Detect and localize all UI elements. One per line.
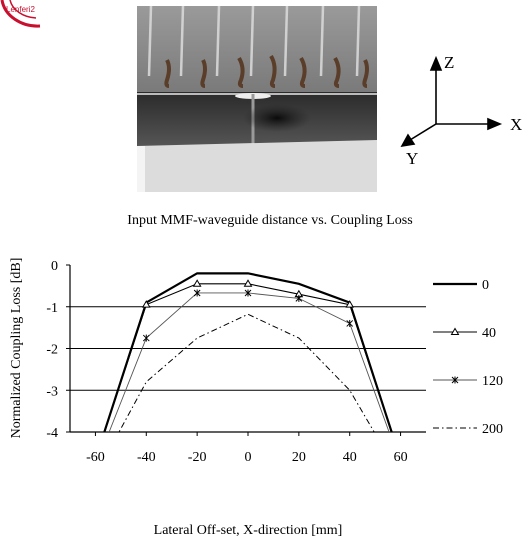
data-point <box>244 289 252 297</box>
data-point <box>450 327 460 335</box>
data-point <box>193 289 201 297</box>
data-point <box>192 279 202 287</box>
y-tick-label: -1 <box>46 301 58 316</box>
legend-label-120: 120 <box>482 374 503 389</box>
z-axis-label: Z <box>444 53 454 72</box>
x-tick-label: -40 <box>137 450 156 465</box>
data-point <box>243 279 253 287</box>
y-tick-label: -3 <box>46 384 58 399</box>
chart-grid <box>66 264 426 433</box>
y-axis-title: Normalized Coupling Loss [dB] <box>9 258 24 439</box>
chart-axes <box>69 265 426 436</box>
x-tick-label: 20 <box>292 450 306 465</box>
y-tick-label: -4 <box>46 426 58 441</box>
logo-seal: Lenferi2 <box>0 0 41 28</box>
series-line-40 <box>104 283 392 432</box>
x-tick-label: 60 <box>394 450 408 465</box>
series-line-120 <box>108 292 390 432</box>
legend-label-0: 0 <box>482 278 489 293</box>
x-tick-labels: -60 -40 -20 0 20 40 60 <box>86 450 407 465</box>
logo-text: Lenferi2 <box>6 5 35 14</box>
chart-series <box>103 272 393 432</box>
data-point <box>142 334 150 342</box>
chart-title: Input MMF-waveguide distance vs. Couplin… <box>127 213 412 228</box>
data-point <box>346 319 354 327</box>
chart-legend: 0 40 120 200 <box>433 278 503 437</box>
x-tick-label: 0 <box>245 450 252 465</box>
legend-label-40: 40 <box>482 326 496 341</box>
x-axis-label: X <box>510 115 522 134</box>
waveguide-photo <box>137 6 377 192</box>
y-tick-label: 0 <box>51 259 58 274</box>
axis-orientation-diagram: Z X Y <box>400 53 522 168</box>
legend-label-200: 200 <box>482 422 503 437</box>
y-tick-labels: 0 -1 -2 -3 -4 <box>46 259 58 441</box>
data-point <box>451 376 459 384</box>
x-tick-label: -60 <box>86 450 105 465</box>
x-axis-title: Lateral Off-set, X-direction [mm] <box>154 523 343 538</box>
data-point <box>295 294 303 302</box>
x-tick-label: 40 <box>343 450 357 465</box>
y-tick-label: -2 <box>46 343 58 358</box>
series-line-200 <box>118 313 375 432</box>
coupling-loss-chart: Input MMF-waveguide distance vs. Couplin… <box>9 213 503 538</box>
data-point <box>345 300 355 308</box>
data-point <box>141 300 151 308</box>
x-tick-label: -20 <box>188 450 207 465</box>
y-axis-label: Y <box>406 149 418 168</box>
